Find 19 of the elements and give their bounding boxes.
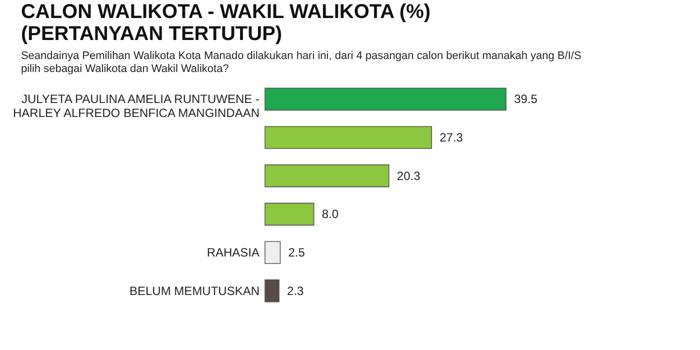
data-label: 8.0: [322, 207, 339, 222]
y-tick-label: BELUM MEMUTUSKAN: [129, 284, 260, 298]
bar: [264, 202, 314, 226]
bar: [264, 88, 506, 111]
text: (PERTANYAAN TERTUTUP): [20, 23, 282, 45]
bar: [264, 164, 390, 188]
data-label: 2.3: [287, 284, 304, 298]
data-label: 39.5: [514, 92, 538, 106]
bar: [264, 126, 432, 149]
data-label: 2.5: [288, 246, 306, 260]
bar: [264, 241, 281, 264]
data-label: 27.3: [440, 130, 464, 144]
text: CALON WALIKOTA - WAKIL WALIKOTA (%): [20, 1, 431, 23]
y-tick-label: JULYETA PAULINA AMELIA RUNTUWENE - HARLEY ALFREDO BENFICA MANGINDAAN: [12, 92, 260, 120]
text: Seandainya Pemilihan Walikota Kota Manado dilakukan hari ini, dari 4 pasangan calon berikut manakah yang B/I/S: [20, 50, 582, 62]
data-label: 20.3: [396, 168, 421, 183]
y-tick-label: RAHASIA: [206, 246, 260, 260]
bar: [264, 279, 280, 302]
text: pilih sebagai Walikota dan Wakil Walikota?: [20, 63, 229, 75]
